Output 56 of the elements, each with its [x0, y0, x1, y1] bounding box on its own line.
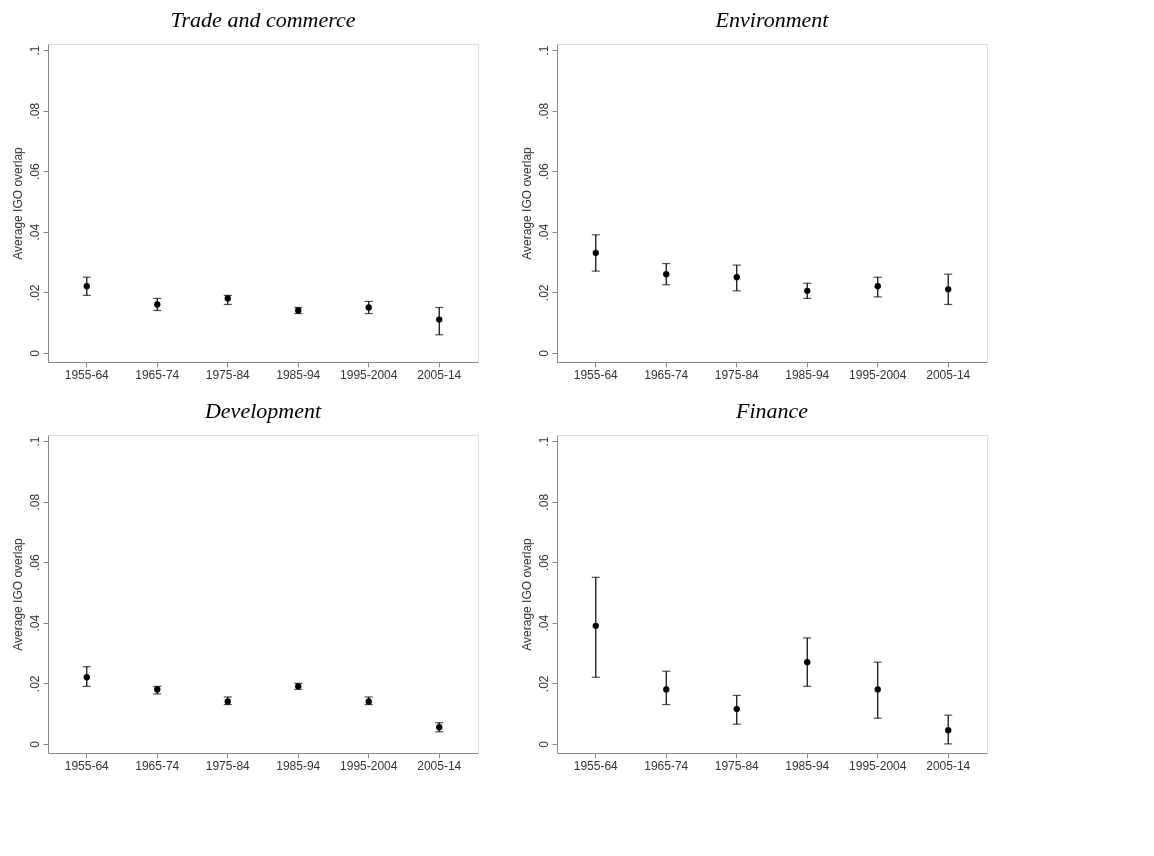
y-tick-label: .02 [27, 675, 42, 693]
y-axis-title: Average IGO overlap [10, 146, 25, 260]
x-tick-label: 1985-94 [276, 367, 321, 382]
x-tick-label: 1975-84 [205, 758, 251, 773]
y-tick-label: .04 [536, 223, 551, 241]
y-tick-label: .08 [536, 102, 551, 120]
x-tick-label: 1995-2004 [340, 758, 398, 773]
x-tick-label: 1955-64 [64, 758, 110, 773]
y-tick-label: .06 [27, 554, 42, 572]
x-tick-label: 1965-74 [135, 758, 180, 773]
y-tick-label: .04 [536, 614, 551, 632]
y-tick-label: .1 [27, 436, 42, 447]
y-axis-title: Average IGO overlap [519, 537, 534, 651]
chart-title: Finance [734, 398, 809, 423]
x-tick-label: 1965-74 [644, 367, 689, 382]
x-tick-label: 1955-64 [573, 367, 619, 382]
y-tick-label: .08 [536, 493, 551, 511]
x-tick-label: 2005-14 [417, 758, 462, 773]
x-tick-label: 1995-2004 [340, 367, 398, 382]
y-axis-title: Average IGO overlap [519, 146, 534, 260]
x-tick-label: 2005-14 [926, 367, 971, 382]
chart-title: Environment [714, 7, 830, 32]
y-tick-label: 0 [536, 349, 551, 357]
y-tick-label: .1 [27, 45, 42, 56]
chart-title: Development [203, 398, 322, 423]
x-tick-label: 1965-74 [644, 758, 689, 773]
y-tick-label: 0 [27, 740, 42, 748]
x-tick-label: 1965-74 [135, 367, 180, 382]
y-tick-label: .1 [536, 436, 551, 447]
chart-title: Trade and commerce [170, 7, 356, 32]
x-tick-label: 1985-94 [785, 367, 830, 382]
y-tick-label: .02 [536, 675, 551, 693]
x-tick-label: 1975-84 [714, 367, 760, 382]
x-tick-label: 1975-84 [205, 367, 251, 382]
x-tick-label: 1985-94 [276, 758, 321, 773]
x-tick-label: 2005-14 [926, 758, 971, 773]
y-axis-title: Average IGO overlap [10, 537, 25, 651]
y-tick-label: .02 [27, 284, 42, 302]
x-tick-label: 2005-14 [417, 367, 462, 382]
y-tick-label: 0 [27, 349, 42, 357]
y-tick-label: .02 [536, 284, 551, 302]
y-tick-label: .1 [536, 45, 551, 56]
x-tick-label: 1955-64 [573, 758, 619, 773]
y-tick-label: .04 [27, 614, 42, 632]
x-tick-label: 1955-64 [64, 367, 110, 382]
y-tick-label: .06 [536, 163, 551, 181]
y-tick-label: .08 [27, 493, 42, 511]
x-tick-label: 1975-84 [714, 758, 760, 773]
x-tick-label: 1995-2004 [849, 758, 907, 773]
y-tick-label: .06 [536, 554, 551, 572]
y-tick-label: .06 [27, 163, 42, 181]
x-tick-label: 1995-2004 [849, 367, 907, 382]
y-tick-label: 0 [536, 740, 551, 748]
y-tick-label: .08 [27, 102, 42, 120]
y-tick-label: .04 [27, 223, 42, 241]
x-tick-label: 1985-94 [785, 758, 830, 773]
